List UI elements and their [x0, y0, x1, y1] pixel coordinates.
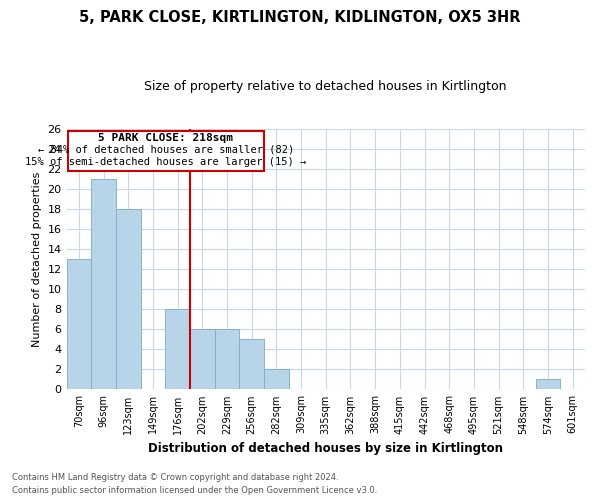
Bar — [116, 209, 140, 390]
Text: 5, PARK CLOSE, KIRTLINGTON, KIDLINGTON, OX5 3HR: 5, PARK CLOSE, KIRTLINGTON, KIDLINGTON, … — [79, 10, 521, 25]
Bar — [91, 179, 116, 390]
Text: Contains HM Land Registry data © Crown copyright and database right 2024.
Contai: Contains HM Land Registry data © Crown c… — [12, 474, 377, 495]
Bar — [67, 259, 91, 390]
FancyBboxPatch shape — [68, 131, 264, 171]
Bar — [165, 310, 190, 390]
Bar — [264, 370, 289, 390]
Bar — [215, 330, 239, 390]
Bar — [190, 330, 215, 390]
Y-axis label: Number of detached properties: Number of detached properties — [32, 172, 42, 347]
Title: Size of property relative to detached houses in Kirtlington: Size of property relative to detached ho… — [145, 80, 507, 93]
Text: 15% of semi-detached houses are larger (15) →: 15% of semi-detached houses are larger (… — [25, 157, 307, 167]
Text: ← 84% of detached houses are smaller (82): ← 84% of detached houses are smaller (82… — [38, 145, 294, 155]
Bar — [536, 380, 560, 390]
Bar — [239, 340, 264, 390]
X-axis label: Distribution of detached houses by size in Kirtlington: Distribution of detached houses by size … — [148, 442, 503, 455]
Text: 5 PARK CLOSE: 218sqm: 5 PARK CLOSE: 218sqm — [98, 133, 233, 143]
